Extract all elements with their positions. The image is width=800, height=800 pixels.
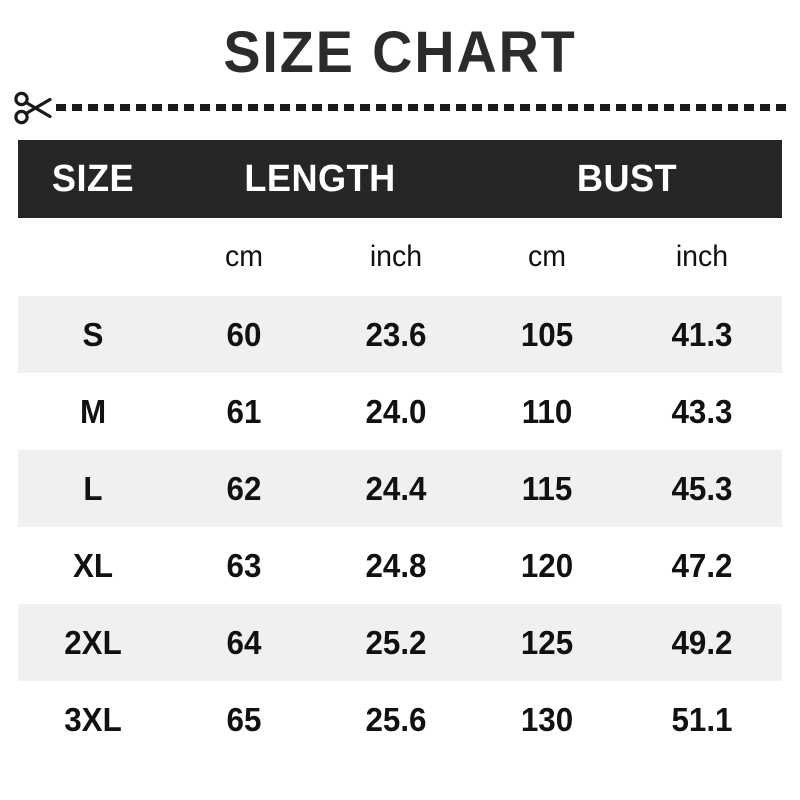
cell-size: M [79,392,107,430]
cell-bust-cm: 115 [521,469,573,507]
size-table: SIZE LENGTH BUST cm inch cm inch S 60 23… [18,140,782,758]
cell-bust-inch: 41.3 [671,315,733,353]
cell-length-cm: 62 [226,469,262,507]
cell-length-cm: 63 [226,546,262,584]
table-row: L 62 24.4 115 45.3 [18,450,782,527]
cell-bust-cm: 125 [520,623,574,661]
dashed-cut-line [56,104,788,111]
cell-bust-cm: 110 [521,392,573,430]
cell-length-inch: 24.0 [365,392,427,430]
table-group-header-row: SIZE LENGTH BUST [18,140,782,218]
cell-length-inch: 23.6 [365,315,427,353]
unit-header-length-inch: inch [369,240,423,273]
table-row: 3XL 65 25.6 130 51.1 [18,681,782,758]
unit-header-bust-inch: inch [675,240,729,273]
cell-length-inch: 25.2 [365,623,427,661]
cell-bust-inch: 45.3 [671,469,733,507]
cut-line [0,88,800,128]
table-row: 2XL 64 25.2 125 49.2 [18,604,782,681]
cell-size: 3XL [64,700,122,738]
cell-size: XL [72,546,114,584]
unit-header-bust-cm: cm [528,240,566,273]
cell-length-inch: 24.8 [365,546,427,584]
cell-bust-cm: 130 [520,700,574,738]
cell-size: S [82,315,104,353]
column-header-bust: BUST [576,157,678,200]
cell-bust-inch: 49.2 [671,623,733,661]
cell-length-inch: 25.6 [365,700,427,738]
cell-size: 2XL [64,623,122,661]
column-header-size: SIZE [51,157,135,200]
cell-bust-cm: 120 [520,546,574,584]
cell-length-cm: 65 [226,700,262,738]
unit-header-length-cm: cm [225,240,263,273]
table-row: M 61 24.0 110 43.3 [18,373,782,450]
table-unit-header-row: cm inch cm inch [18,218,782,296]
table-row: XL 63 24.8 120 47.2 [18,527,782,604]
cell-bust-inch: 47.2 [671,546,733,584]
cell-bust-inch: 51.1 [671,700,733,738]
cell-length-cm: 60 [226,315,262,353]
cell-length-inch: 24.4 [365,469,427,507]
page-title: SIZE CHART [223,20,577,85]
scissors-icon [12,88,56,128]
column-header-length: LENGTH [244,157,396,200]
cell-length-cm: 64 [226,623,262,661]
cell-bust-inch: 43.3 [671,392,733,430]
cell-length-cm: 61 [226,392,262,430]
cell-bust-cm: 105 [520,315,574,353]
table-row: S 60 23.6 105 41.3 [18,296,782,373]
cell-size: L [83,469,103,507]
